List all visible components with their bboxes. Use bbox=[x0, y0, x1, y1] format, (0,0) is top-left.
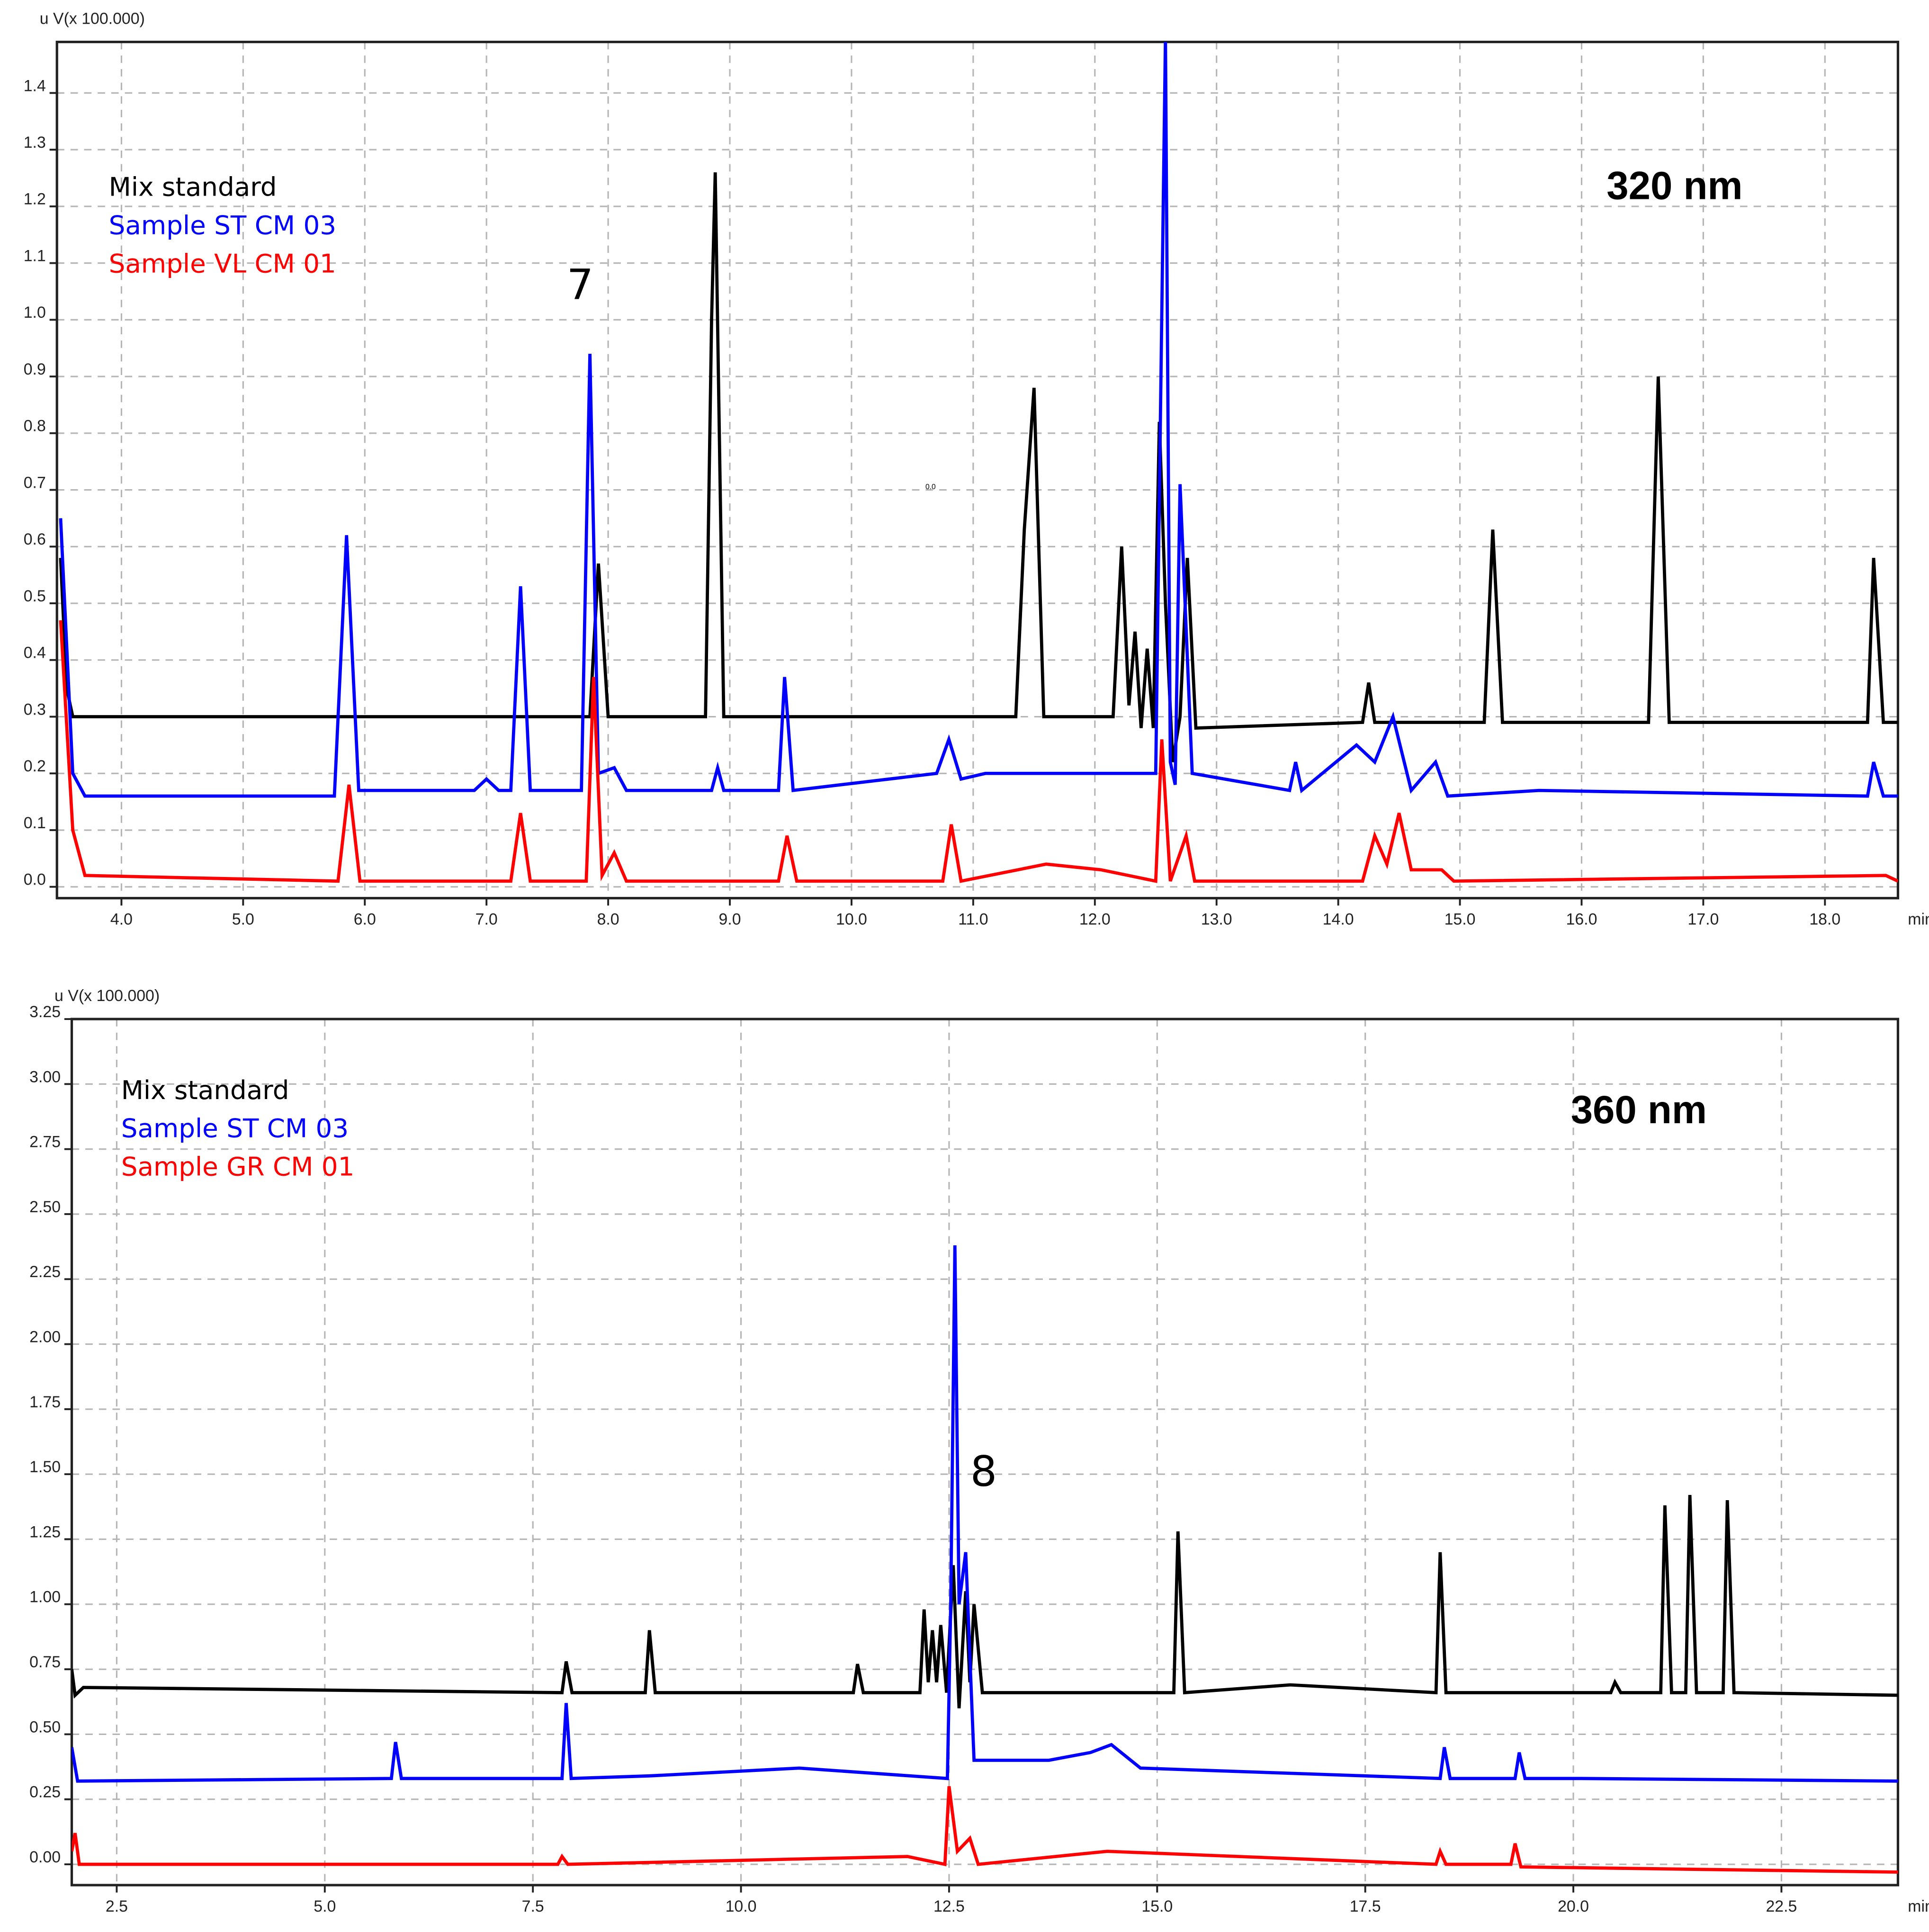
legend-entry: Sample ST CM 03 bbox=[109, 210, 336, 241]
series-line bbox=[59, 42, 1898, 798]
y-tick-label: 1.00 bbox=[29, 1588, 61, 1606]
series-line bbox=[72, 1495, 1898, 1708]
plot-frame bbox=[55, 40, 1900, 900]
x-tick-label: 16.0 bbox=[1566, 911, 1597, 929]
annotation: 7 bbox=[567, 260, 593, 309]
series-line bbox=[72, 1245, 1898, 1783]
x-tick-label: 12.0 bbox=[1079, 911, 1111, 929]
y-tick-label: 2.75 bbox=[29, 1133, 61, 1151]
x-tick-label: 5.0 bbox=[314, 1897, 336, 1915]
y-tick-label: 0.4 bbox=[24, 644, 46, 662]
y-tick-label: 0.25 bbox=[29, 1783, 61, 1801]
y-tick-label: 1.3 bbox=[24, 134, 46, 152]
series-line bbox=[59, 172, 1898, 762]
y-tick-label: 0.3 bbox=[24, 700, 46, 718]
x-tick-label: 22.5 bbox=[1766, 1897, 1797, 1915]
y-tick-label: 2.00 bbox=[29, 1328, 61, 1346]
y-tick-label: 0.0 bbox=[24, 871, 46, 889]
annotation: 320 nm bbox=[1606, 164, 1742, 208]
y-tick-label: 1.0 bbox=[24, 304, 46, 322]
y-tick-label: 1.75 bbox=[29, 1393, 61, 1411]
series-line bbox=[72, 1786, 1898, 1874]
y-tick-label: 1.50 bbox=[29, 1458, 61, 1476]
legend-entry: Sample ST CM 03 bbox=[121, 1113, 349, 1144]
y-tick-label: 0.1 bbox=[24, 814, 46, 832]
y-tick-label: 2.25 bbox=[29, 1263, 61, 1281]
x-tick-label: 15.0 bbox=[1445, 911, 1476, 929]
y-tick-label: 0.5 bbox=[24, 587, 46, 605]
x-tick-label: 17.5 bbox=[1350, 1897, 1381, 1915]
x-tick-label: 12.5 bbox=[933, 1897, 965, 1915]
legend-entry: Mix standard bbox=[109, 172, 277, 202]
y-tick-label: 1.1 bbox=[24, 247, 46, 265]
series-line bbox=[59, 620, 1898, 883]
y-tick-label: 1.25 bbox=[29, 1523, 61, 1541]
y-tick-label: 1.4 bbox=[24, 77, 46, 95]
x-tick-label: 18.0 bbox=[1809, 911, 1840, 929]
x-tick-label: 13.0 bbox=[1201, 911, 1232, 929]
x-tick-label: 14.0 bbox=[1323, 911, 1354, 929]
y-axis-label: u V(x 100.000) bbox=[40, 10, 145, 28]
y-tick-label: 0.7 bbox=[24, 474, 46, 492]
x-tick-label: 15.0 bbox=[1141, 1897, 1173, 1915]
y-tick-label: 0.2 bbox=[24, 757, 46, 775]
y-tick-label: 0.00 bbox=[29, 1848, 61, 1866]
x-tick-label: 10.0 bbox=[726, 1897, 757, 1915]
y-tick-label: 3.25 bbox=[29, 1003, 61, 1021]
legend-entry: Mix standard bbox=[121, 1075, 289, 1105]
x-tick-label: 20.0 bbox=[1558, 1897, 1589, 1915]
y-tick-label: 2.50 bbox=[29, 1198, 61, 1216]
x-tick-label: 4.0 bbox=[110, 911, 133, 929]
y-tick-label: 1.2 bbox=[24, 190, 46, 208]
x-tick-label: 5.0 bbox=[232, 911, 254, 929]
y-tick-label: 0.6 bbox=[24, 530, 46, 548]
plot-frame bbox=[70, 1018, 1900, 1887]
y-tick-label: 3.00 bbox=[29, 1068, 61, 1086]
y-tick-label: 0.75 bbox=[29, 1653, 61, 1671]
legend-entry: Sample GR CM 01 bbox=[121, 1151, 355, 1181]
annotation: 0.0 bbox=[925, 483, 936, 491]
x-axis-label: min. bbox=[1908, 911, 1929, 929]
x-tick-label: 6.0 bbox=[354, 911, 376, 929]
x-tick-label: 11.0 bbox=[958, 911, 988, 929]
legend-entry: Sample VL CM 01 bbox=[109, 248, 336, 278]
x-tick-label: 7.5 bbox=[522, 1897, 544, 1915]
x-tick-label: 8.0 bbox=[597, 911, 619, 929]
x-tick-label: 9.0 bbox=[718, 911, 741, 929]
annotation: 8 bbox=[970, 1447, 997, 1496]
x-tick-label: 10.0 bbox=[836, 911, 867, 929]
x-tick-label: 7.0 bbox=[476, 911, 498, 929]
x-axis-label: min. bbox=[1908, 1897, 1929, 1915]
y-tick-label: 0.8 bbox=[24, 417, 46, 435]
y-tick-label: 0.50 bbox=[29, 1718, 61, 1736]
x-tick-label: 2.5 bbox=[106, 1897, 128, 1915]
x-tick-label: 17.0 bbox=[1687, 911, 1719, 929]
y-tick-label: 0.9 bbox=[24, 360, 46, 378]
y-axis-label: u V(x 100.000) bbox=[54, 987, 160, 1005]
annotation: 360 nm bbox=[1571, 1088, 1707, 1132]
